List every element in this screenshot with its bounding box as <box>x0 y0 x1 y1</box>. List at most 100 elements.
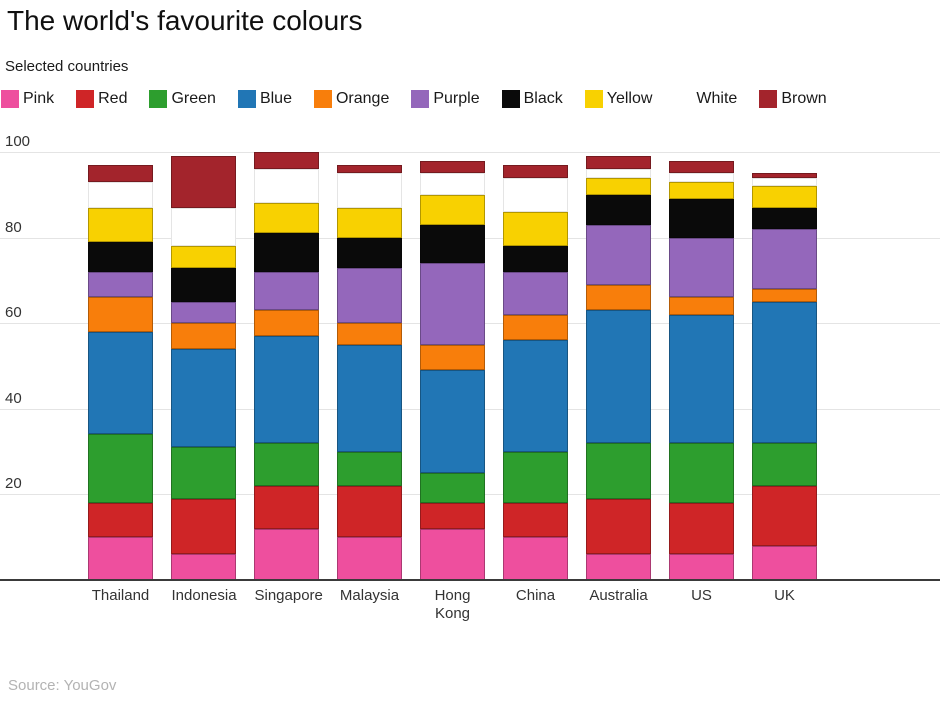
bar-segment-yellow <box>171 246 236 268</box>
bar-segment-red <box>254 485 319 529</box>
bar-segment-blue <box>337 344 402 452</box>
legend-item-blue: Blue <box>237 90 292 108</box>
bar-segment-blue <box>420 370 485 473</box>
x-axis-label-uk: UK <box>774 587 795 604</box>
y-tick-label-60: 60 <box>5 304 22 322</box>
bar-segment-purple <box>171 301 236 324</box>
legend-label: Blue <box>259 90 292 107</box>
legend-label: Red <box>98 90 128 107</box>
bar-segment-white <box>337 173 402 208</box>
bar-segment-white <box>586 169 651 178</box>
legend-label: Purple <box>433 90 480 107</box>
bar-uk <box>752 173 817 580</box>
x-axis-label-us: US <box>691 587 712 604</box>
bar-segment-white <box>669 173 734 182</box>
legend-item-brown: Brown <box>759 90 827 108</box>
bar-segment-yellow <box>88 207 153 242</box>
x-axis-label-indonesia: Indonesia <box>171 587 237 604</box>
bar-thailand <box>88 164 153 580</box>
bar-segment-yellow <box>752 186 817 208</box>
legend-label: Pink <box>23 90 55 107</box>
bar-segment-red <box>752 485 817 546</box>
bar-segment-orange <box>171 323 236 349</box>
bar-segment-orange <box>420 344 485 371</box>
bar-segment-orange <box>586 284 651 311</box>
legend-swatch-green <box>149 90 168 108</box>
bar-segment-yellow <box>337 207 402 238</box>
bar-china <box>503 164 568 580</box>
bar-segment-brown <box>586 156 651 170</box>
bar-segment-red <box>171 498 236 555</box>
bar-segment-black <box>254 233 319 272</box>
x-axis-label-malaysia: Malaysia <box>339 587 400 604</box>
legend-label: Yellow <box>606 90 653 107</box>
legend-swatch-blue <box>237 90 256 108</box>
legend-item-purple: Purple <box>411 90 480 108</box>
chart-title: The world's favourite colours <box>7 5 363 36</box>
bar-segment-white <box>503 177 568 212</box>
bar-segment-yellow <box>586 177 651 195</box>
legend-item-black: Black <box>501 90 563 108</box>
bar-segment-orange <box>669 297 734 315</box>
bar-segment-purple <box>752 228 817 289</box>
bar-segment-brown <box>420 160 485 174</box>
bar-segment-green <box>171 447 236 499</box>
bar-segment-green <box>586 442 651 499</box>
bar-segment-purple <box>88 271 153 298</box>
bar-segment-brown <box>752 173 817 178</box>
legend: Pink Red Green Blue Orange Purple Black Yellow W… <box>1 90 849 108</box>
legend-item-red: Red <box>76 90 127 108</box>
bar-segment-orange <box>337 323 402 345</box>
bar-segment-yellow <box>503 211 568 247</box>
bar-segment-blue <box>254 336 319 443</box>
bar-segment-purple <box>503 271 568 315</box>
chart-subtitle: Selected countries <box>5 58 129 75</box>
bar-segment-red <box>337 485 402 538</box>
bar-segment-green <box>752 442 817 486</box>
source-note: Source: YouGov <box>8 677 117 694</box>
bar-segment-brown <box>503 164 568 178</box>
bar-segment-green <box>88 434 153 503</box>
bar-segment-brown <box>337 164 402 174</box>
legend-swatch-pink <box>1 90 19 108</box>
bar-segment-blue <box>503 340 568 452</box>
x-axis-label-thailand: Thailand <box>91 587 150 604</box>
bar-segment-pink <box>503 537 568 580</box>
legend-swatch-yellow <box>584 90 603 108</box>
bar-segment-pink <box>337 537 402 580</box>
bar-australia <box>586 156 651 580</box>
bar-segment-purple <box>337 267 402 324</box>
y-tick-label-80: 80 <box>5 218 22 236</box>
bar-segment-yellow <box>254 203 319 234</box>
legend-swatch-purple <box>411 90 430 108</box>
bar-segment-pink <box>420 528 485 580</box>
bar-segment-blue <box>171 348 236 448</box>
bar-segment-pink <box>586 554 651 580</box>
bar-segment-white <box>254 169 319 204</box>
bar-segment-black <box>669 199 734 238</box>
bar-malaysia <box>337 164 402 580</box>
y-tick-label-40: 40 <box>5 389 22 407</box>
bar-segment-black <box>586 194 651 225</box>
legend-swatch-black <box>501 90 520 108</box>
bar-segment-black <box>171 267 236 302</box>
legend-swatch-red <box>76 90 95 108</box>
bar-segment-pink <box>669 554 734 580</box>
y-tick-label-100: 100 <box>5 133 31 150</box>
legend-label: Black <box>523 90 563 107</box>
bar-segment-orange <box>503 314 568 341</box>
bar-segment-black <box>88 241 153 272</box>
bar-segment-purple <box>669 237 734 298</box>
gridline-100 <box>0 152 940 153</box>
legend-label: Brown <box>781 90 827 107</box>
bar-segment-blue <box>586 310 651 443</box>
bar-segment-brown <box>171 156 236 208</box>
bar-segment-blue <box>669 314 734 443</box>
bar-segment-blue <box>752 301 817 443</box>
legend-item-green: Green <box>149 90 216 108</box>
bar-segment-red <box>669 502 734 555</box>
bar-segment-green <box>420 472 485 503</box>
bar-segment-black <box>420 224 485 264</box>
